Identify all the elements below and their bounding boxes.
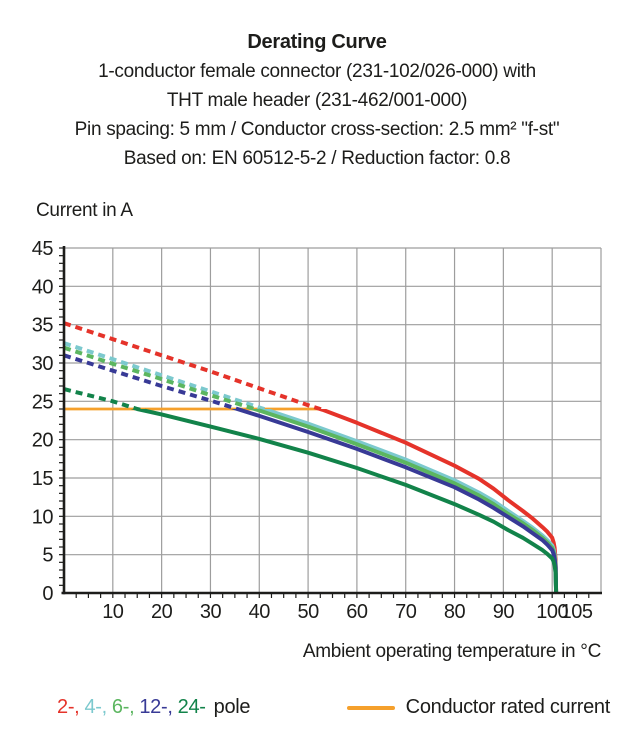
chart-title: Derating Curve [247, 31, 387, 53]
x-tick-label: 70 [395, 601, 417, 623]
y-tick-label: 30 [32, 353, 54, 375]
y-tick-label: 5 [42, 545, 53, 567]
legend-pole-suffix: pole [213, 696, 251, 718]
chart-subtitle-3: Pin spacing: 5 mm / Conductor cross-sect… [74, 119, 560, 140]
y-tick-label: 25 [32, 391, 54, 413]
rated-current-swatch [346, 705, 395, 710]
y-tick-label: 35 [32, 315, 54, 337]
legend-pole-item: 12-, [139, 696, 173, 718]
series-dashed-24-pole [63, 387, 147, 409]
axis-layer [59, 246, 602, 598]
x-tick-label: 10 [102, 601, 124, 623]
series-dashed-12-pole [63, 353, 245, 409]
x-tick-label: 60 [346, 601, 368, 623]
x-tick-label: 90 [493, 601, 515, 623]
rated-current-label: Conductor rated current [405, 696, 611, 718]
y-tick-label: 40 [32, 276, 54, 298]
y-tick-label: 0 [42, 583, 53, 605]
legend-pole-item: 4-, [84, 696, 107, 718]
legend-pole-item: 2-, [57, 696, 80, 718]
x-tick-label: 30 [200, 601, 222, 623]
y-tick-label: 45 [32, 238, 54, 260]
series-dashed-6-pole [63, 345, 262, 409]
x-tick-label: 40 [249, 601, 271, 623]
series-solid-24-pole [130, 409, 559, 594]
chart-subtitle-2: THT male header (231-462/001-000) [166, 90, 468, 111]
chart-subtitle-4: Based on: EN 60512-5-2 / Reduction facto… [123, 148, 511, 169]
x-tick-label: 80 [444, 601, 466, 623]
x-tick-label: 50 [297, 601, 319, 623]
series-dashed-2-pole [63, 321, 327, 409]
series-solid-12-pole [230, 409, 559, 594]
series-solid-6-pole [247, 409, 559, 594]
x-axis-title: Ambient operating temperature in °C [303, 641, 601, 662]
legend-poles: 2-, 4-, 6-, 12-, 24- pole [57, 696, 251, 719]
tick-label-layer: 0 5 10 15 20 25 30 35 40 45 10 20 30 40 50 60 70 80 90 1001… [32, 238, 594, 623]
y-tick-label: 10 [32, 506, 54, 528]
grid-layer [64, 247, 602, 593]
x-tick-label: 20 [151, 601, 173, 623]
legend-rated-current: Conductor rated current [346, 696, 611, 719]
y-tick-label: 20 [32, 430, 54, 452]
x-tick-label: 100 [536, 601, 568, 623]
y-tick-label: 15 [32, 468, 54, 490]
series-solid-2-pole [313, 409, 559, 594]
curve-layer [63, 321, 559, 594]
legend-pole-item: 24- [177, 696, 206, 718]
x-tick-label: 105 [561, 601, 593, 623]
y-axis-title: Current in A [36, 200, 133, 221]
legend-pole-item: 6-, [111, 696, 135, 718]
chart-subtitle-1: 1-conductor female connector (231-102/02… [98, 61, 536, 82]
chart-header: Derating Curve 1-conductor female connec… [0, 28, 634, 173]
